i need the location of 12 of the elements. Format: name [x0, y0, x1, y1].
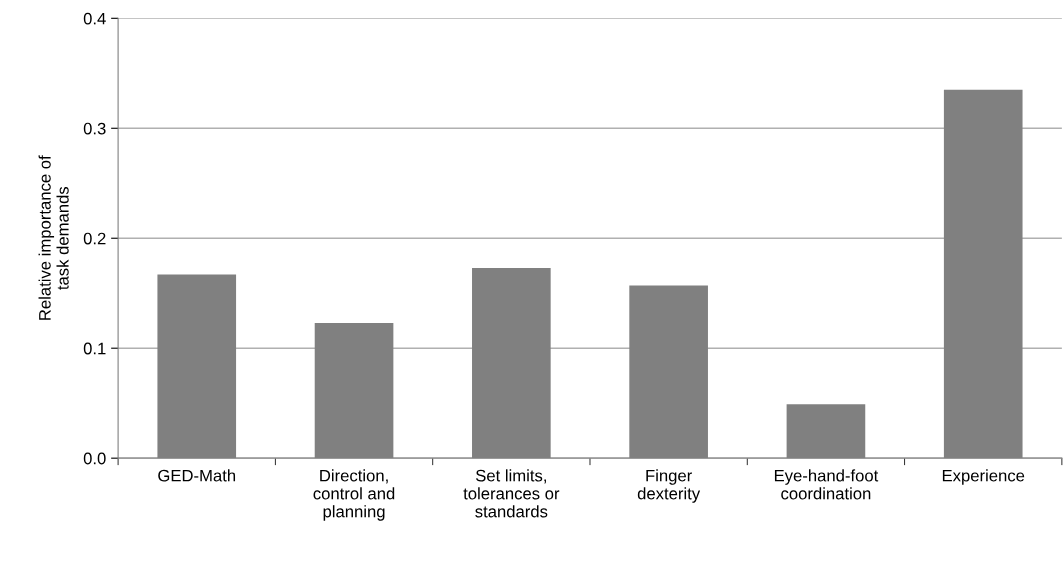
- x-tick-label: GED-Math: [158, 469, 236, 482]
- y-tick-label: 0.3: [83, 122, 106, 135]
- y-tick-label: 0.4: [83, 12, 106, 25]
- y-tick-label: 0.0: [83, 452, 106, 465]
- x-tick-label: Set limits, tolerances or standards: [463, 469, 560, 518]
- y-axis-title: Relative importance of task demands: [38, 155, 69, 320]
- x-tick-label: Finger dexterity: [637, 469, 701, 503]
- y-tick-label: 0.1: [83, 342, 106, 355]
- y-tick-label: 0.2: [83, 232, 106, 245]
- x-tick-label: Direction, control and planning: [313, 469, 395, 521]
- x-tick-label: Experience: [942, 469, 1025, 485]
- x-tick-label: Eye-hand-foot coordination: [774, 469, 879, 500]
